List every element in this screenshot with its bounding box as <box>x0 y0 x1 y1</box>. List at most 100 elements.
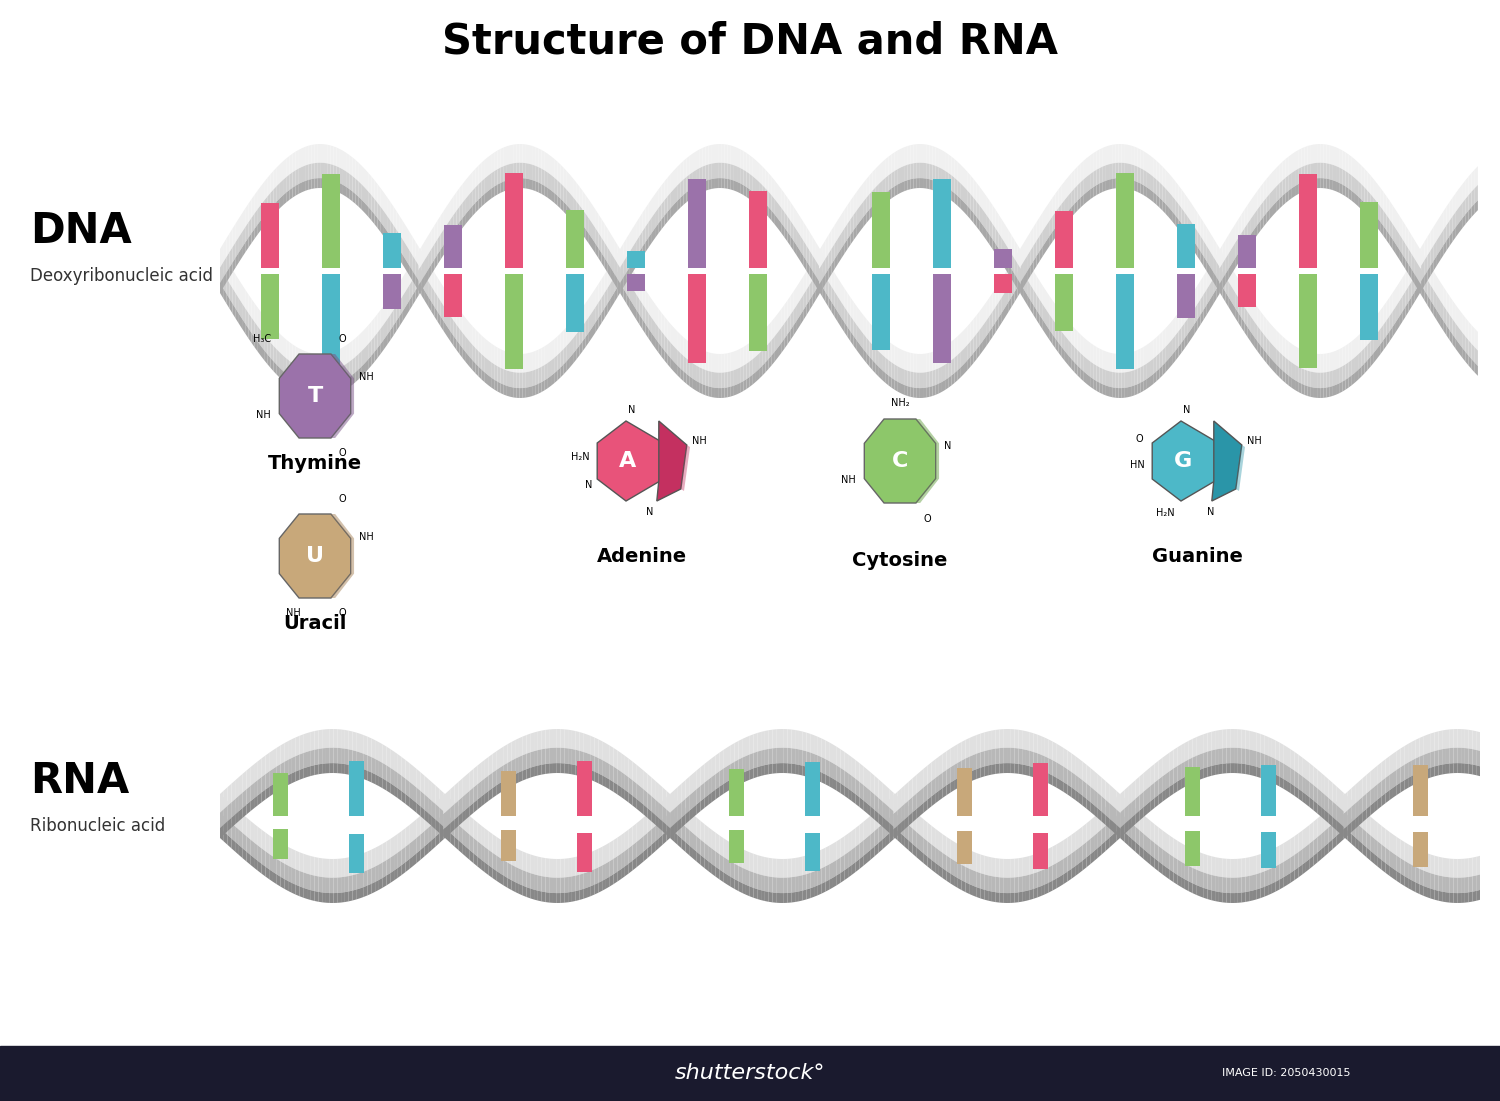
Polygon shape <box>576 731 579 751</box>
Polygon shape <box>700 840 705 858</box>
Polygon shape <box>422 271 424 291</box>
Polygon shape <box>356 353 358 372</box>
Polygon shape <box>372 195 375 215</box>
Polygon shape <box>1340 824 1344 837</box>
Polygon shape <box>1426 887 1431 898</box>
Polygon shape <box>776 333 778 351</box>
Polygon shape <box>1208 299 1210 315</box>
Polygon shape <box>249 233 252 248</box>
Polygon shape <box>668 320 670 342</box>
Polygon shape <box>894 826 897 839</box>
Polygon shape <box>760 731 765 751</box>
Polygon shape <box>1196 885 1200 896</box>
Polygon shape <box>992 764 996 774</box>
Polygon shape <box>610 259 614 283</box>
Polygon shape <box>1352 799 1354 821</box>
Polygon shape <box>759 197 762 210</box>
Polygon shape <box>296 885 300 896</box>
Polygon shape <box>501 383 504 394</box>
Polygon shape <box>1396 244 1400 259</box>
Polygon shape <box>561 748 564 763</box>
Polygon shape <box>1468 321 1472 344</box>
Polygon shape <box>542 858 546 876</box>
Polygon shape <box>586 768 591 780</box>
Polygon shape <box>526 887 531 898</box>
Polygon shape <box>564 859 568 877</box>
Polygon shape <box>1136 810 1140 824</box>
Polygon shape <box>226 279 230 298</box>
Polygon shape <box>413 819 417 841</box>
Polygon shape <box>1242 876 1245 893</box>
Polygon shape <box>381 339 384 353</box>
Polygon shape <box>794 305 796 325</box>
Polygon shape <box>300 886 303 897</box>
Polygon shape <box>1148 852 1150 865</box>
Polygon shape <box>512 880 515 892</box>
Polygon shape <box>1472 188 1474 207</box>
Polygon shape <box>1322 773 1324 795</box>
Polygon shape <box>768 192 771 211</box>
Polygon shape <box>1220 263 1222 284</box>
Polygon shape <box>542 168 544 186</box>
Polygon shape <box>453 226 456 240</box>
Polygon shape <box>1322 831 1324 849</box>
Polygon shape <box>1200 768 1204 780</box>
Polygon shape <box>1260 753 1264 770</box>
Polygon shape <box>1396 302 1400 321</box>
Polygon shape <box>1192 772 1196 783</box>
Polygon shape <box>1028 261 1030 284</box>
Polygon shape <box>303 733 307 753</box>
Polygon shape <box>352 731 356 751</box>
Polygon shape <box>459 778 462 800</box>
Polygon shape <box>345 858 348 876</box>
Polygon shape <box>1468 892 1473 902</box>
Polygon shape <box>678 784 681 806</box>
Polygon shape <box>1263 315 1266 338</box>
Polygon shape <box>1449 197 1452 220</box>
Polygon shape <box>264 316 267 339</box>
Polygon shape <box>1143 849 1148 862</box>
Polygon shape <box>302 369 304 385</box>
Polygon shape <box>1065 196 1068 215</box>
Polygon shape <box>1122 388 1125 397</box>
Polygon shape <box>1408 282 1412 302</box>
Polygon shape <box>549 729 554 749</box>
Polygon shape <box>933 351 936 371</box>
Polygon shape <box>744 379 747 391</box>
Polygon shape <box>662 200 664 219</box>
Polygon shape <box>853 302 856 325</box>
Polygon shape <box>946 783 951 795</box>
Polygon shape <box>650 217 652 238</box>
Polygon shape <box>1239 249 1242 263</box>
Polygon shape <box>556 877 561 893</box>
Polygon shape <box>413 838 417 857</box>
Polygon shape <box>1022 730 1026 750</box>
Polygon shape <box>591 850 594 871</box>
Polygon shape <box>930 145 933 165</box>
Polygon shape <box>970 209 974 222</box>
Polygon shape <box>633 288 636 309</box>
Polygon shape <box>1048 759 1053 775</box>
Polygon shape <box>790 291 794 315</box>
Polygon shape <box>924 784 927 803</box>
Polygon shape <box>285 863 288 881</box>
Polygon shape <box>930 352 933 371</box>
Polygon shape <box>1148 377 1150 389</box>
Polygon shape <box>333 748 338 763</box>
Polygon shape <box>716 787 720 799</box>
Polygon shape <box>321 163 324 178</box>
Polygon shape <box>404 221 406 244</box>
Polygon shape <box>916 831 920 850</box>
Polygon shape <box>1162 755 1166 776</box>
Polygon shape <box>664 196 668 216</box>
Polygon shape <box>879 814 882 827</box>
Polygon shape <box>1323 388 1326 397</box>
Polygon shape <box>981 732 984 752</box>
Polygon shape <box>303 887 307 898</box>
Polygon shape <box>1472 359 1474 372</box>
Polygon shape <box>859 183 862 206</box>
Polygon shape <box>333 877 338 893</box>
Polygon shape <box>687 174 690 193</box>
Polygon shape <box>1162 347 1166 366</box>
Polygon shape <box>882 336 885 358</box>
